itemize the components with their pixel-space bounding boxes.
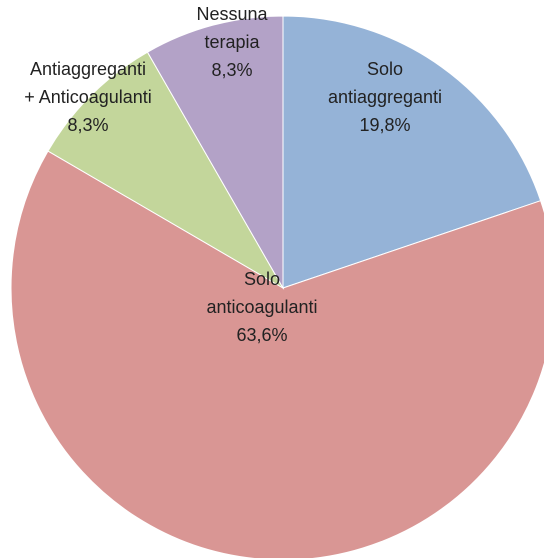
slice-label: Solo antiaggreganti [328,59,442,107]
slice-label: Antiaggreganti + Anticoagulanti [24,59,152,107]
slice-label: Nessuna terapia [196,4,268,52]
value-label: 8,3% [211,60,252,80]
pie-slice [10,150,544,558]
value-label: 8,3% [67,115,108,135]
value-label: 63,6% [236,325,287,345]
pie-slice [47,51,285,290]
value-label: 19,8% [359,115,410,135]
slice-label: Solo anticoagulanti [206,269,317,317]
pie-slice [146,15,284,290]
pie-slice [282,15,542,289]
